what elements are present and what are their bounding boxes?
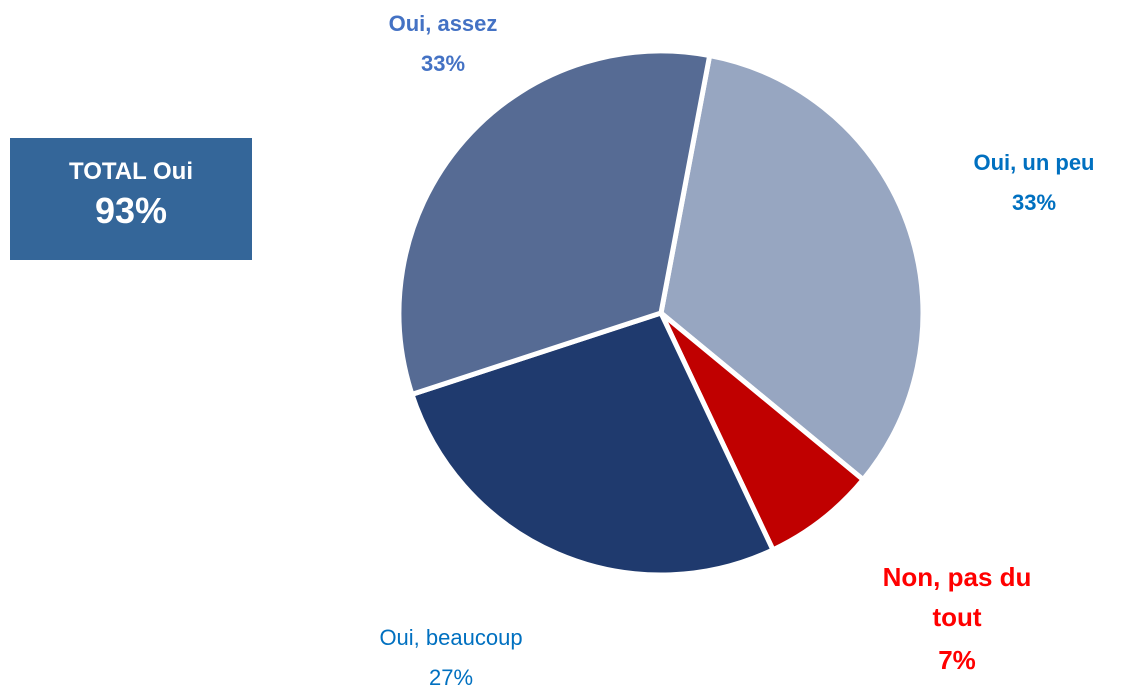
slice-label: Oui, un peu (973, 150, 1095, 175)
slice-label: Oui, assez (388, 11, 498, 36)
slice-label: Non, pas du tout (882, 562, 1032, 632)
slice-value-label: 7% (938, 645, 976, 675)
total-title: TOTAL Oui (69, 158, 193, 185)
total-value: 93% (94, 190, 168, 231)
slice-value-label: 33% (1011, 190, 1057, 215)
slice-label: Oui, beaucoup (379, 625, 523, 650)
pie-slice (658, 53, 926, 483)
slice-value-label: 27% (428, 665, 474, 690)
slice-value-label: 33% (420, 51, 466, 76)
total-box: TOTAL Oui 93% (10, 138, 252, 260)
pie-slice (396, 48, 713, 397)
pie-slice (409, 310, 776, 578)
